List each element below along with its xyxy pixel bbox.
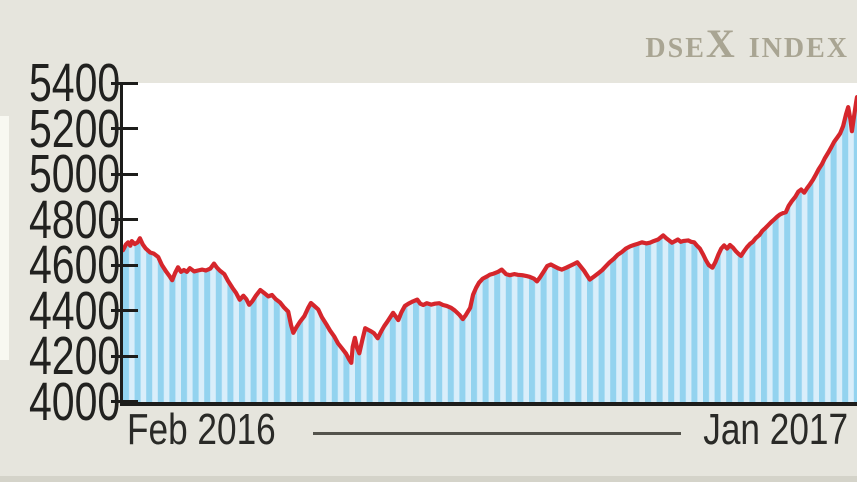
x-axis-divider-rule [313, 432, 681, 435]
y-tick-5400 [111, 81, 138, 85]
y-axis-label-4800: 4800 [28, 189, 121, 250]
y-tick-5200 [111, 127, 138, 130]
y-axis-label-5400: 5400 [28, 53, 121, 113]
y-tick-4400 [111, 309, 138, 312]
chart-title: dseX index [645, 21, 849, 66]
y-tick-4800 [111, 218, 138, 221]
y-tick-4000 [111, 400, 138, 403]
y-axis-label-4000: 4000 [28, 371, 121, 432]
y-axis-label-4200: 4200 [28, 326, 121, 386]
y-axis-label-5200: 5200 [28, 98, 121, 159]
dsex-area-chart [123, 95, 857, 405]
y-axis-label-4600: 4600 [28, 235, 121, 295]
index-line [123, 95, 857, 365]
x-axis-line [120, 402, 857, 406]
y-tick-4200 [111, 354, 138, 358]
left-edge-tab [0, 116, 9, 360]
y-tick-4600 [111, 263, 138, 267]
bottom-edge-shade [0, 476, 857, 482]
x-axis-label-end: Jan 2017 [703, 405, 848, 454]
y-tick-5000 [111, 172, 138, 176]
y-axis-line [120, 83, 123, 405]
y-axis-label-4400: 4400 [28, 280, 121, 341]
y-axis-label-5000: 5000 [28, 144, 121, 204]
index-area-fill [123, 97, 857, 405]
x-axis-label-start: Feb 2016 [127, 405, 276, 454]
